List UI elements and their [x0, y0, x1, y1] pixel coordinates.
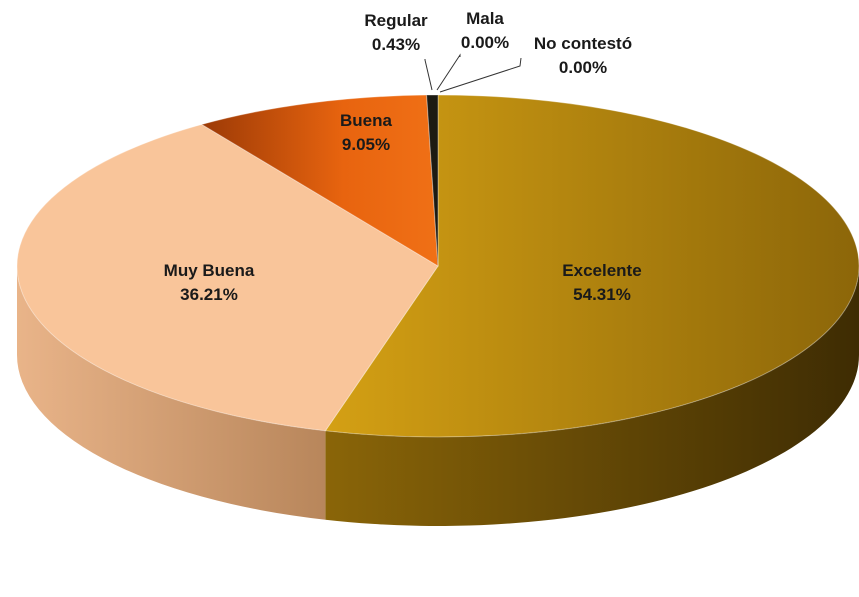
pie-slice-muy-buena: [16, 123, 439, 432]
slice-label-muy-buena: Muy Buena: [164, 261, 255, 280]
slice-label-regular: Regular: [364, 11, 428, 30]
slice-label-excelente: Excelente: [562, 261, 641, 280]
pie-slice-excelente: [324, 94, 859, 438]
leader-line-regular: [424, 59, 433, 91]
slice-value-regular: 0.43%: [372, 35, 420, 54]
pie-slice-regular: [426, 94, 439, 267]
leader-line-no-contesto: [439, 57, 522, 93]
slice-value-buena: 9.05%: [342, 135, 390, 154]
slice-value-mala: 0.00%: [461, 33, 509, 52]
slice-value-muy-buena: 36.21%: [180, 285, 238, 304]
leader-line-mala: [436, 53, 461, 91]
slice-label-buena: Buena: [340, 111, 393, 130]
slice-label-mala: Mala: [466, 9, 504, 28]
pie-side-excelente: [325, 266, 859, 527]
slice-label-no-contesto: No contestó: [534, 34, 632, 53]
slice-value-no-contesto: 0.00%: [559, 58, 607, 77]
pie-side-muy-buena: [17, 266, 326, 520]
pie-slice-buena: [200, 94, 439, 267]
slice-value-excelente: 54.31%: [573, 285, 631, 304]
